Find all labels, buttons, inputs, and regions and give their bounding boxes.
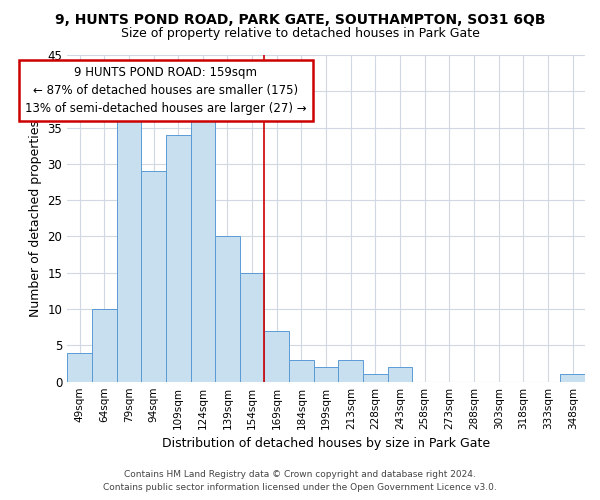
Bar <box>388 367 412 382</box>
Bar <box>240 273 265 382</box>
Y-axis label: Number of detached properties: Number of detached properties <box>29 120 42 317</box>
Bar <box>289 360 314 382</box>
Bar <box>141 171 166 382</box>
Bar <box>166 135 191 382</box>
X-axis label: Distribution of detached houses by size in Park Gate: Distribution of detached houses by size … <box>162 437 490 450</box>
Bar <box>67 352 92 382</box>
Bar <box>338 360 363 382</box>
Bar <box>560 374 585 382</box>
Bar <box>92 309 116 382</box>
Bar <box>265 331 289 382</box>
Bar <box>116 120 141 382</box>
Bar <box>191 120 215 382</box>
Text: Contains HM Land Registry data © Crown copyright and database right 2024.
Contai: Contains HM Land Registry data © Crown c… <box>103 470 497 492</box>
Text: 9 HUNTS POND ROAD: 159sqm
← 87% of detached houses are smaller (175)
13% of semi: 9 HUNTS POND ROAD: 159sqm ← 87% of detac… <box>25 66 307 115</box>
Text: 9, HUNTS POND ROAD, PARK GATE, SOUTHAMPTON, SO31 6QB: 9, HUNTS POND ROAD, PARK GATE, SOUTHAMPT… <box>55 12 545 26</box>
Bar <box>363 374 388 382</box>
Bar <box>215 236 240 382</box>
Bar <box>314 367 338 382</box>
Text: Size of property relative to detached houses in Park Gate: Size of property relative to detached ho… <box>121 28 479 40</box>
